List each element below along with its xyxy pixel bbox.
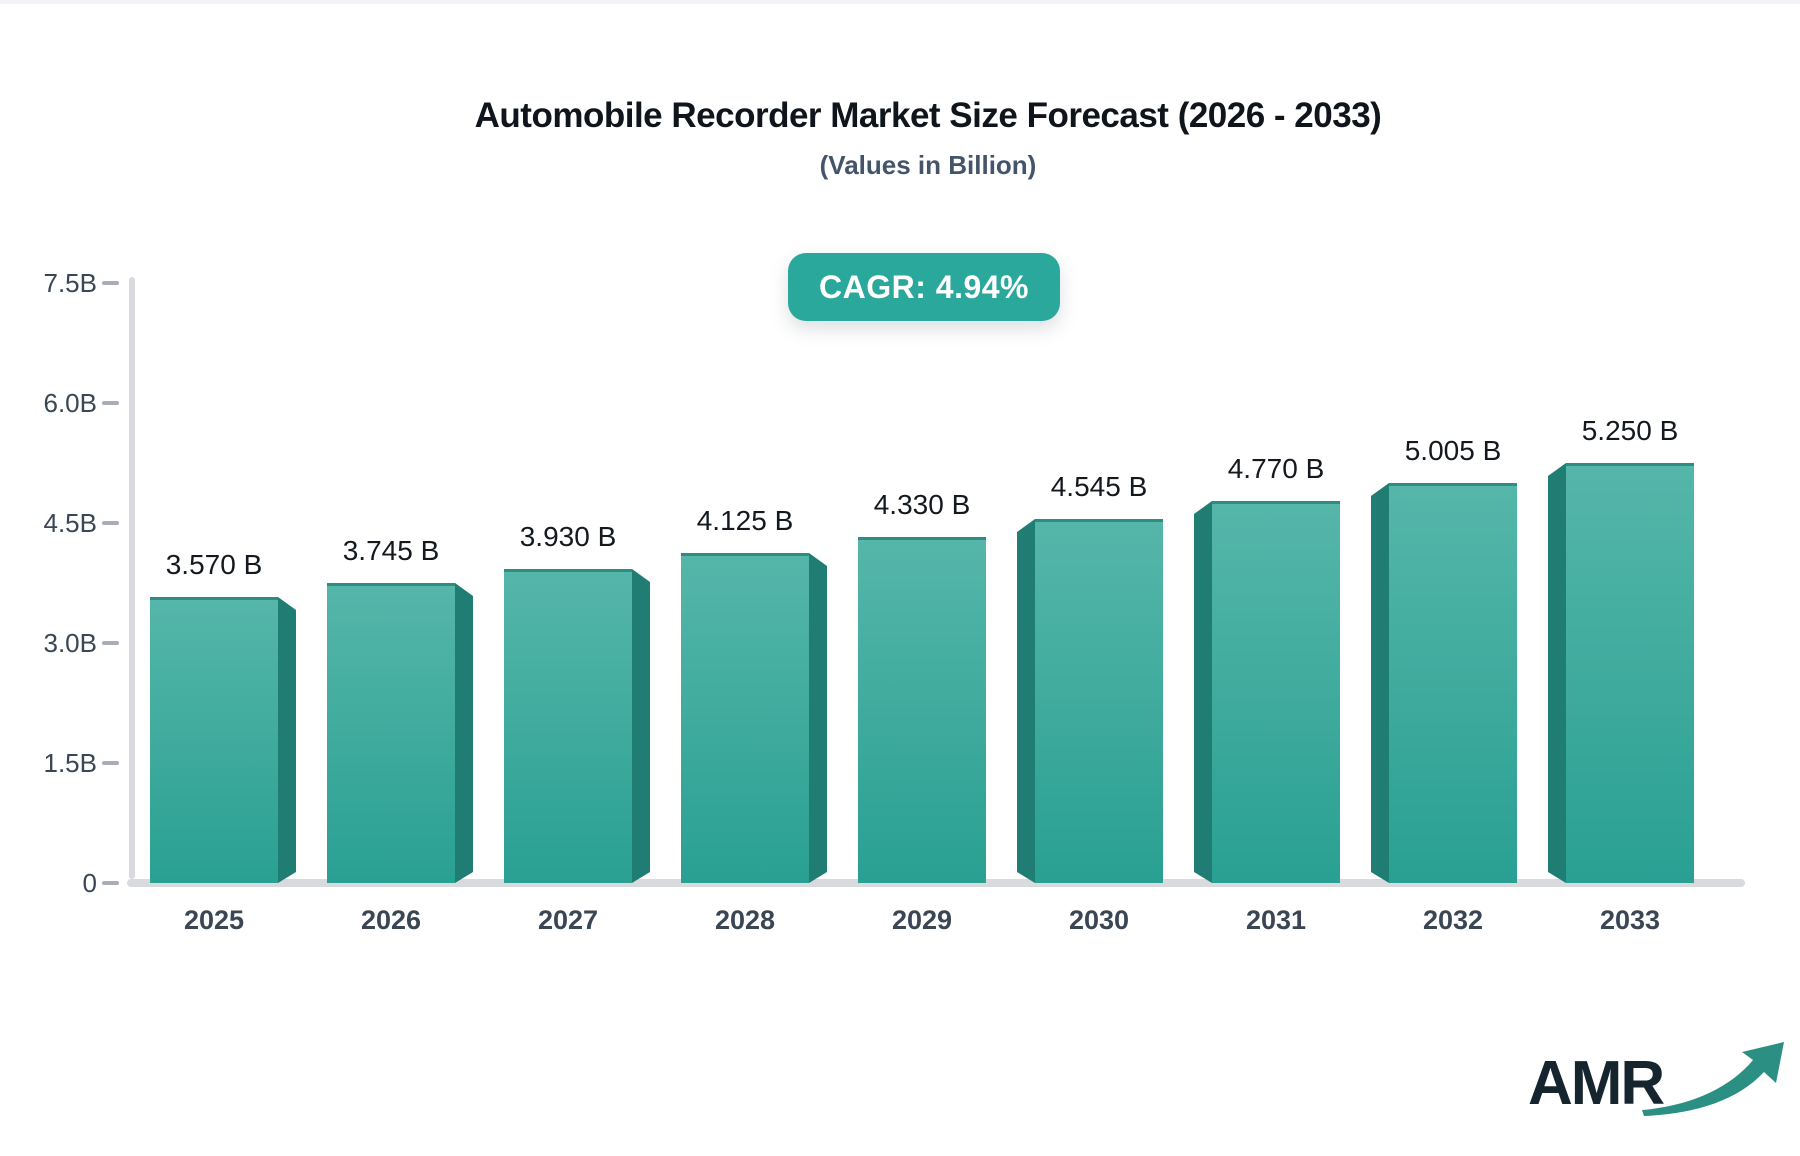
value-label-2027: 3.930 B bbox=[519, 521, 617, 552]
year-label-2031: 2031 bbox=[1245, 905, 1307, 935]
bar-side-2033 bbox=[1548, 463, 1566, 883]
bar-2025 bbox=[150, 597, 278, 883]
bar-side-2031 bbox=[1194, 501, 1212, 883]
year-label-2032: 2032 bbox=[1422, 905, 1484, 935]
value-label-2029: 4.330 B bbox=[873, 489, 971, 520]
year-label-2026: 2026 bbox=[360, 905, 422, 935]
ytick-label-7.5B: 7.5B bbox=[43, 268, 98, 298]
ytick-label-4.5B: 4.5B bbox=[43, 508, 98, 538]
year-label-2025: 2025 bbox=[183, 905, 245, 935]
value-label-2026: 3.745 B bbox=[342, 535, 440, 566]
bar-side-2026 bbox=[455, 583, 473, 883]
bar-2032 bbox=[1389, 483, 1517, 883]
y-axis-line bbox=[129, 277, 135, 879]
bar-2030 bbox=[1035, 519, 1163, 883]
bar-2027 bbox=[504, 569, 632, 883]
ytick-mark-7.5B bbox=[102, 281, 119, 285]
year-label-2030: 2030 bbox=[1068, 905, 1130, 935]
bar-2033 bbox=[1566, 463, 1694, 883]
growth-arrow-path bbox=[1642, 1042, 1784, 1116]
bar-side-2030 bbox=[1017, 519, 1035, 883]
chart-subtitle: (Values in Billion) bbox=[819, 150, 1037, 180]
bar-side-2032 bbox=[1371, 483, 1389, 883]
value-label-2025: 3.570 B bbox=[165, 549, 263, 580]
cagr-badge-label: CAGR: 4.94% bbox=[819, 268, 1029, 305]
chart-title: Automobile Recorder Market Size Forecast… bbox=[474, 96, 1382, 135]
value-label-2030: 4.545 B bbox=[1050, 471, 1148, 502]
bar-2029 bbox=[858, 537, 986, 883]
amr-logo-text: AMR bbox=[1528, 1049, 1665, 1118]
cagr-badge: CAGR: 4.94% bbox=[788, 253, 1060, 321]
bar-side-2027 bbox=[632, 569, 650, 883]
growth-arrow-icon bbox=[1642, 1042, 1784, 1116]
ytick-mark-3.0B bbox=[102, 641, 119, 645]
x-axis-line bbox=[127, 879, 1745, 887]
value-label-2032: 5.005 B bbox=[1404, 435, 1502, 466]
bar-side-2028 bbox=[809, 553, 827, 883]
bar-2028 bbox=[681, 553, 809, 883]
chart-header: Automobile Recorder Market Size Forecast… bbox=[0, 96, 1800, 181]
ytick-label-6.0B: 6.0B bbox=[43, 388, 98, 418]
value-label-2031: 4.770 B bbox=[1227, 453, 1325, 484]
year-label-2027: 2027 bbox=[537, 905, 599, 935]
ytick-mark-0 bbox=[102, 881, 119, 885]
year-label-2028: 2028 bbox=[714, 905, 776, 935]
bar-2026 bbox=[327, 583, 455, 883]
card-top-trim bbox=[0, 0, 1800, 4]
ytick-label-1.5B: 1.5B bbox=[43, 748, 98, 778]
value-label-2028: 4.125 B bbox=[696, 505, 794, 536]
ytick-mark-4.5B bbox=[102, 521, 119, 525]
ytick-mark-6.0B bbox=[102, 401, 119, 405]
bar-2031 bbox=[1212, 501, 1340, 883]
ytick-label-3.0B: 3.0B bbox=[43, 628, 98, 658]
bar-side-2025 bbox=[278, 597, 296, 883]
year-label-2029: 2029 bbox=[891, 905, 953, 935]
amr-logo: AMR bbox=[1520, 1036, 1790, 1126]
value-label-2033: 5.250 B bbox=[1581, 415, 1679, 446]
ytick-mark-1.5B bbox=[102, 761, 119, 765]
year-label-2033: 2033 bbox=[1599, 905, 1661, 935]
ytick-label-0: 0 bbox=[82, 868, 97, 898]
